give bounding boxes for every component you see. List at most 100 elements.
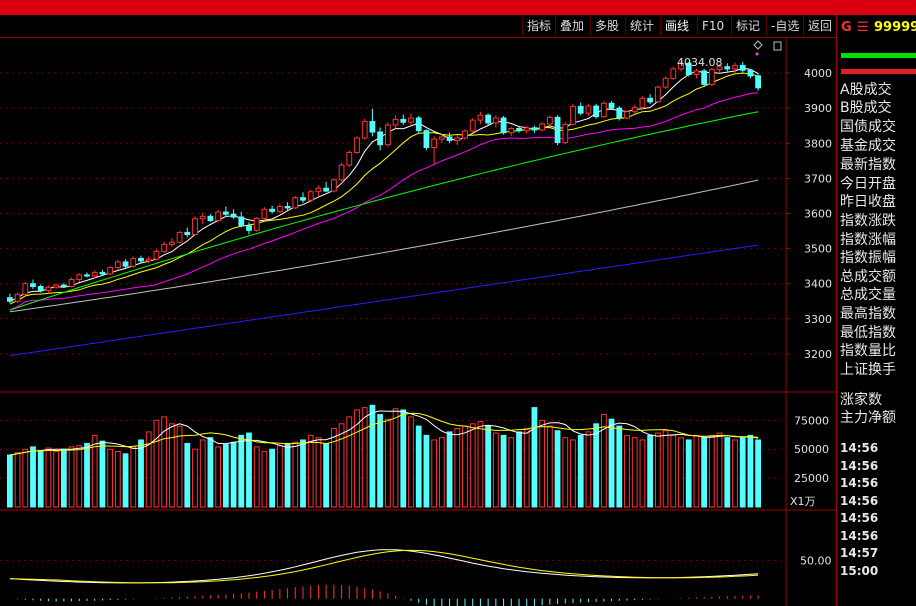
volume-axis: 25000 50000 75000 (794, 414, 829, 485)
candle-body (724, 66, 731, 70)
tool-overlay-button[interactable]: 叠加 (555, 17, 588, 35)
volume-bar (732, 439, 738, 508)
candle-body (91, 271, 98, 277)
quote-field-6: 昨日收盘 (840, 194, 896, 210)
volume-bar (492, 432, 499, 508)
volume-bar (6, 454, 13, 508)
tool-back-button[interactable]: 返回 (803, 17, 836, 35)
volume-bar (570, 439, 576, 508)
tool-favorite-button[interactable]: -自选 (766, 17, 803, 35)
volume-bar (199, 439, 206, 508)
volume-bar (392, 408, 399, 508)
volume-bar (685, 439, 692, 508)
candle-body (577, 105, 584, 114)
quote-field-5: 今日开盘 (840, 176, 896, 192)
volume-bar (37, 449, 44, 508)
volume-bar (114, 451, 121, 508)
candle-body (284, 205, 291, 209)
quote-field-4: 最新指数 (840, 157, 896, 173)
candle-body (338, 164, 345, 181)
kline-chart-area[interactable]: 3200 3300 3400 3500 3600 3700 3800 3900 4000 250… (0, 37, 836, 606)
candle-body (423, 130, 430, 148)
volume-bar (53, 451, 60, 508)
ma10-line (9, 72, 759, 305)
quote-field-1: B股成交 (840, 100, 892, 116)
volume-bar (323, 442, 330, 508)
candle-body (624, 111, 630, 119)
tool-statistics-button[interactable]: 统计 (625, 17, 658, 35)
volume-tick-label: 25000 (794, 472, 829, 485)
volume-bar (107, 448, 114, 508)
diamond-markers[interactable] (753, 40, 782, 56)
candle-body (400, 118, 407, 123)
tool-multi-stock-button[interactable]: 多股 (590, 17, 623, 35)
chart-toolbar: 指标 叠加 多股 统计 画线 F10 标记 -自选 返回 (0, 15, 836, 38)
volume-bar (153, 419, 160, 508)
volume-bar (485, 425, 492, 508)
title-bar (0, 0, 916, 15)
candle-body (539, 123, 546, 131)
tick-time-2: 14:56 (840, 476, 879, 490)
candle-body (261, 208, 268, 219)
menu-icon[interactable]: ☰ (857, 20, 869, 35)
candle-body (192, 218, 198, 236)
volume-tick-label: 50000 (794, 443, 829, 456)
volume-bar (454, 427, 461, 508)
tool-draw-line-button[interactable]: 画线 (660, 17, 693, 35)
candle-body (222, 211, 229, 215)
candle-body (84, 274, 90, 277)
marker-dot-icon (755, 52, 759, 56)
candle-body (415, 117, 422, 132)
volume-bar (168, 423, 175, 508)
volume-bar (354, 409, 360, 508)
volume-bar (585, 431, 592, 508)
volume-bar (315, 437, 322, 508)
volume-bar (122, 453, 129, 508)
candle-body (53, 284, 60, 288)
candle-body (647, 97, 654, 103)
volume-bar (577, 434, 584, 508)
candle-body (593, 105, 600, 118)
volume-bar (670, 434, 677, 508)
candle-body (300, 197, 306, 201)
tool-indicator-button[interactable]: 指标 (522, 17, 555, 35)
candle-body (631, 106, 638, 113)
volume-bar (192, 448, 198, 508)
candle-body (207, 215, 214, 222)
volume-bar (431, 439, 438, 508)
candle-body (670, 68, 677, 79)
candle-body (354, 137, 360, 153)
volume-bar (269, 448, 276, 508)
candle-body (732, 64, 738, 70)
volume-bar (647, 434, 654, 508)
indicator-tick-label: 50.00 (800, 555, 832, 568)
candle-body (523, 127, 530, 132)
volume-bar (446, 431, 453, 508)
price-axis: 3200 3300 3400 3500 3600 3700 3800 3900 4000 (786, 67, 832, 361)
volume-bar (747, 434, 754, 508)
candle-body (708, 69, 715, 85)
quote-field-7: 指数涨跌 (840, 213, 896, 229)
volume-bar (261, 451, 268, 508)
volume-bar (230, 441, 237, 508)
volume-bar (338, 423, 345, 508)
volume-bar (462, 425, 468, 508)
candle-body (14, 293, 21, 302)
candle-body (562, 123, 569, 144)
tool-f10-button[interactable]: F10 (697, 17, 728, 35)
ma60-line (9, 111, 759, 311)
candle-body (276, 205, 283, 212)
volume-bar (654, 432, 661, 508)
stock-code[interactable]: 999999 (874, 20, 916, 35)
candle-body (392, 118, 399, 126)
candle-body (369, 121, 376, 133)
volume-bar (531, 407, 538, 508)
tool-mark-button[interactable]: 标记 (731, 17, 764, 35)
volume-bar (307, 434, 314, 508)
volume-bar (60, 448, 67, 508)
candle-body (639, 97, 646, 108)
volume-bars (6, 404, 762, 508)
candle-body (153, 250, 160, 260)
volume-bar (608, 418, 615, 508)
volume-bar (755, 439, 762, 508)
